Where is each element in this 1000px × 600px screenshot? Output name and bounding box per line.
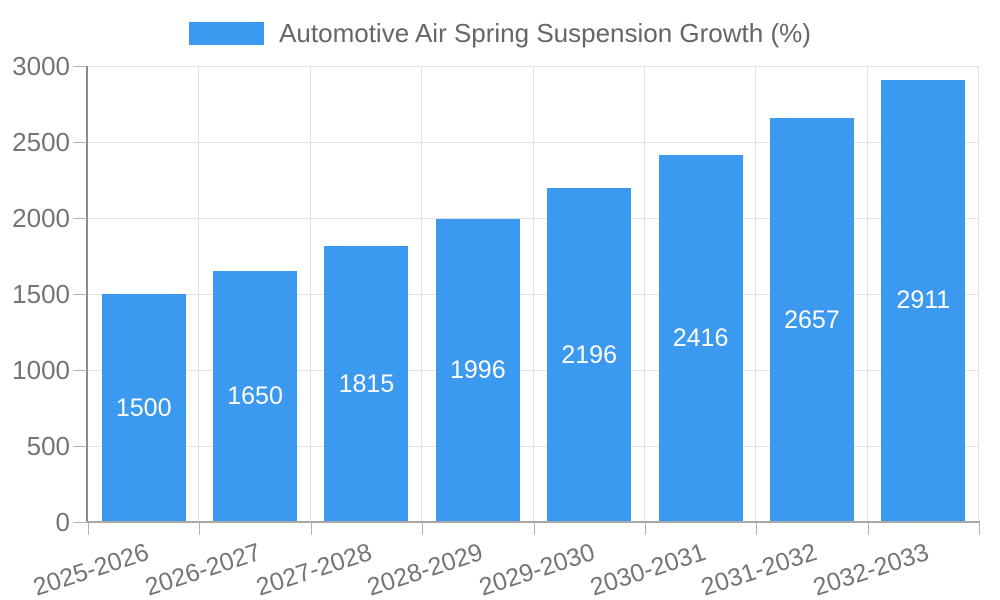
y-gridline — [88, 370, 979, 371]
bar-value-label: 1996 — [450, 355, 506, 384]
x-tick — [533, 522, 535, 535]
x-tick — [199, 522, 201, 535]
bar-value-label: 2911 — [896, 286, 951, 315]
bar: 2196 — [547, 188, 632, 522]
x-tick-label-text: 2030-2031 — [586, 538, 710, 600]
x-tick-label-text: 2032-2033 — [809, 538, 932, 600]
y-axis-line — [86, 66, 88, 522]
y-tick-label: 0 — [55, 507, 70, 537]
y-tick-label: 2500 — [12, 127, 70, 157]
x-tick — [979, 522, 980, 535]
x-tick — [644, 522, 646, 535]
y-tick-label: 1500 — [12, 279, 70, 309]
x-tick-label-text: 2025-2026 — [29, 538, 153, 600]
bar-value-label: 1500 — [115, 393, 172, 422]
y-tick — [73, 66, 87, 67]
x-gridline — [421, 66, 423, 522]
y-tick-label: 500 — [26, 431, 70, 461]
bar-value-label: 2196 — [561, 340, 617, 369]
legend-label: Automotive Air Spring Suspension Growth … — [279, 17, 811, 48]
bar-value-label: 2657 — [784, 305, 840, 334]
bar-value-label: 1650 — [227, 382, 283, 411]
y-tick — [73, 218, 87, 219]
x-tick-label-text: 2027-2028 — [252, 538, 376, 600]
bar: 1500 — [101, 294, 186, 522]
bar: 1650 — [213, 271, 298, 522]
y-tick — [73, 370, 87, 371]
y-gridline — [88, 218, 979, 219]
x-tick — [88, 522, 89, 535]
x-gridline — [866, 66, 868, 522]
x-tick-label-text: 2031-2032 — [698, 538, 821, 600]
y-tick — [73, 294, 87, 295]
x-tick-label-text: 2029-2030 — [475, 538, 598, 600]
y-tick-label: 1000 — [12, 355, 70, 385]
bar: 1815 — [324, 246, 409, 522]
y-gridline — [88, 142, 979, 143]
x-gridline — [978, 66, 979, 522]
legend-swatch-icon — [189, 21, 265, 45]
legend[interactable]: Automotive Air Spring Suspension Growth … — [0, 18, 1000, 48]
x-tick-label-text: 2028-2029 — [364, 538, 487, 600]
x-gridline — [643, 66, 645, 522]
y-tick-label: 2000 — [12, 203, 70, 233]
x-tick-label-text: 2026-2027 — [141, 538, 264, 600]
bar: 1996 — [435, 218, 520, 522]
x-tick — [422, 522, 424, 535]
bar: 2911 — [881, 79, 966, 522]
plot-area: 1500 1650 1815 1996 2196 2416 2657 2911 — [88, 66, 979, 522]
x-gridline — [309, 66, 311, 522]
bar: 2657 — [769, 118, 854, 522]
y-gridline — [88, 446, 979, 447]
bar: 2416 — [658, 154, 743, 522]
y-gridline — [88, 294, 979, 295]
y-tick — [73, 142, 87, 143]
x-tick — [310, 522, 312, 535]
x-gridline — [198, 66, 200, 522]
x-axis-line — [86, 521, 980, 523]
y-tick — [73, 522, 87, 523]
bar-value-label: 2416 — [672, 323, 729, 352]
x-tick — [867, 522, 869, 535]
y-tick — [73, 446, 87, 447]
x-gridline — [532, 66, 534, 522]
x-tick — [756, 522, 758, 535]
bar-value-label: 1815 — [338, 369, 395, 398]
y-tick-label: 3000 — [12, 51, 70, 81]
y-gridline — [88, 66, 979, 67]
x-gridline — [755, 66, 757, 522]
